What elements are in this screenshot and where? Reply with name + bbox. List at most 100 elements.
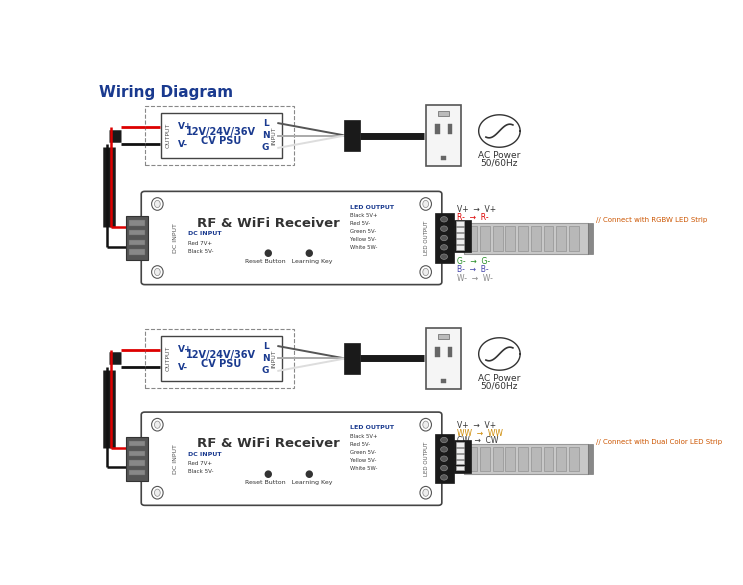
Text: G: G — [262, 143, 269, 152]
FancyBboxPatch shape — [480, 447, 490, 472]
FancyBboxPatch shape — [126, 216, 148, 260]
FancyBboxPatch shape — [467, 226, 477, 251]
FancyBboxPatch shape — [441, 379, 446, 383]
Text: N: N — [262, 131, 270, 140]
FancyBboxPatch shape — [467, 447, 477, 472]
Text: AC Power: AC Power — [478, 374, 521, 383]
Text: LED OUTPUT: LED OUTPUT — [350, 425, 395, 431]
Text: DC INPUT: DC INPUT — [188, 452, 221, 457]
FancyBboxPatch shape — [129, 470, 145, 476]
Circle shape — [441, 254, 447, 259]
Text: G: G — [262, 366, 269, 376]
FancyBboxPatch shape — [435, 434, 455, 483]
FancyBboxPatch shape — [455, 233, 464, 238]
Ellipse shape — [152, 266, 163, 278]
FancyBboxPatch shape — [141, 412, 442, 505]
Text: V+  →  V+: V+ → V+ — [457, 421, 496, 431]
FancyBboxPatch shape — [426, 328, 461, 388]
FancyBboxPatch shape — [455, 460, 464, 464]
Text: ●: ● — [305, 469, 314, 479]
Ellipse shape — [423, 421, 429, 428]
Text: Wiring Diagram: Wiring Diagram — [99, 85, 233, 99]
FancyBboxPatch shape — [455, 441, 470, 473]
Text: N: N — [262, 354, 270, 363]
FancyBboxPatch shape — [344, 343, 360, 374]
Text: LED OUTPUT: LED OUTPUT — [350, 205, 395, 210]
Ellipse shape — [152, 198, 163, 210]
FancyBboxPatch shape — [569, 447, 579, 472]
FancyBboxPatch shape — [344, 120, 360, 151]
Ellipse shape — [423, 201, 429, 208]
Text: WW  →  WW: WW → WW — [457, 429, 503, 438]
Text: INPUT: INPUT — [272, 349, 276, 368]
Ellipse shape — [420, 418, 432, 431]
Text: Green 5V-: Green 5V- — [350, 450, 377, 455]
Ellipse shape — [155, 489, 160, 496]
Text: Yellow 5V-: Yellow 5V- — [350, 458, 377, 463]
Text: Black 5V+: Black 5V+ — [350, 433, 377, 439]
Text: CW  →  CW: CW → CW — [457, 436, 498, 445]
Circle shape — [441, 245, 447, 250]
Text: DC INPUT: DC INPUT — [172, 444, 178, 474]
Text: Black 5V-: Black 5V- — [188, 249, 213, 254]
Text: B-  →  B-: B- → B- — [457, 266, 488, 274]
FancyBboxPatch shape — [518, 447, 528, 472]
FancyBboxPatch shape — [569, 226, 579, 251]
Text: RF & WiFi Receiver: RF & WiFi Receiver — [197, 437, 340, 450]
Text: Black 5V-: Black 5V- — [188, 469, 213, 474]
Text: White 5W-: White 5W- — [350, 466, 377, 471]
Text: ●: ● — [264, 248, 272, 258]
Circle shape — [441, 456, 447, 462]
Ellipse shape — [155, 201, 160, 208]
Ellipse shape — [420, 266, 432, 278]
Text: AC Power: AC Power — [478, 152, 521, 160]
Text: INPUT: INPUT — [272, 126, 276, 145]
Text: Yellow 5V-: Yellow 5V- — [350, 237, 377, 242]
Text: Red 7V+: Red 7V+ — [188, 241, 212, 246]
FancyBboxPatch shape — [505, 447, 516, 472]
Text: Red 7V+: Red 7V+ — [188, 462, 212, 466]
Text: V+  →  V+: V+ → V+ — [457, 205, 496, 214]
Text: LED OUTPUT: LED OUTPUT — [424, 221, 429, 255]
Ellipse shape — [152, 418, 163, 431]
FancyBboxPatch shape — [455, 227, 464, 232]
Text: R-  →  R-: R- → R- — [457, 213, 488, 222]
FancyBboxPatch shape — [160, 113, 282, 157]
FancyBboxPatch shape — [129, 460, 145, 466]
Text: L: L — [263, 342, 268, 350]
FancyBboxPatch shape — [455, 454, 464, 459]
Text: OUTPUT: OUTPUT — [166, 123, 171, 148]
Circle shape — [441, 216, 447, 222]
FancyBboxPatch shape — [455, 442, 464, 447]
FancyBboxPatch shape — [505, 226, 516, 251]
Text: Green 5V-: Green 5V- — [350, 229, 377, 234]
Text: ●: ● — [264, 469, 272, 479]
FancyBboxPatch shape — [129, 451, 145, 456]
Text: 12V/24V/36V: 12V/24V/36V — [186, 350, 256, 360]
FancyBboxPatch shape — [447, 125, 452, 135]
FancyBboxPatch shape — [455, 448, 464, 453]
Ellipse shape — [155, 269, 160, 276]
FancyBboxPatch shape — [438, 111, 449, 116]
Text: V-: V- — [178, 363, 188, 372]
FancyBboxPatch shape — [441, 156, 446, 160]
Ellipse shape — [423, 489, 429, 496]
Ellipse shape — [423, 269, 429, 276]
Text: Black 5V+: Black 5V+ — [350, 213, 377, 218]
FancyBboxPatch shape — [544, 226, 554, 251]
Text: Red 5V-: Red 5V- — [350, 442, 371, 447]
Circle shape — [441, 438, 447, 443]
FancyBboxPatch shape — [447, 347, 452, 357]
Ellipse shape — [152, 486, 163, 499]
Text: L: L — [263, 119, 268, 128]
FancyBboxPatch shape — [129, 441, 145, 446]
Text: // Connect with Dual Color LED Strip: // Connect with Dual Color LED Strip — [596, 439, 722, 445]
FancyBboxPatch shape — [464, 444, 588, 474]
Ellipse shape — [155, 421, 160, 428]
FancyBboxPatch shape — [493, 226, 502, 251]
Text: V-: V- — [178, 140, 188, 149]
FancyBboxPatch shape — [588, 444, 593, 474]
Text: V+: V+ — [178, 345, 192, 354]
Text: 12V/24V/36V: 12V/24V/36V — [186, 127, 256, 137]
FancyBboxPatch shape — [438, 334, 449, 339]
